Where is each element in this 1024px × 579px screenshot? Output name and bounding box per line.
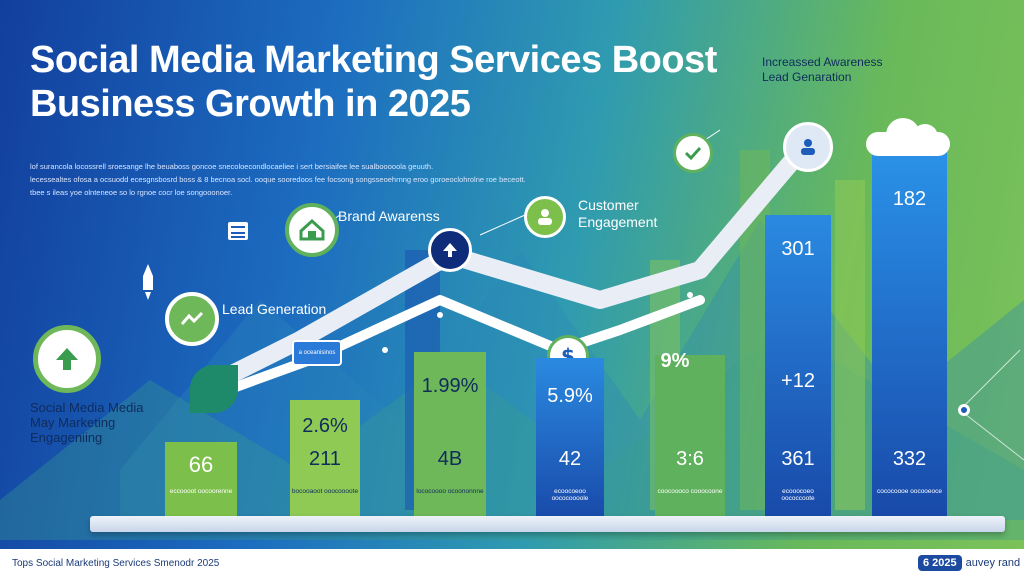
- cloud-icon: [866, 118, 950, 156]
- leaf-icon: [190, 365, 238, 413]
- callout-lead-generation: Lead Generation: [222, 301, 327, 317]
- bar-caption-3: lococoooo ocoononnne: [416, 488, 484, 495]
- callout-lead-generation-top: Lead Genaration: [762, 70, 852, 84]
- home-icon: [285, 203, 339, 257]
- bar-value-2: 211: [309, 448, 341, 470]
- growth-arrow-icon: [33, 325, 101, 393]
- check-icon: [673, 133, 713, 173]
- subtext-line-2: lecessealtes ofosa a ocsuodd ecesgnsbosr…: [30, 175, 526, 184]
- bar-caption-2: bocooaoot ooocoooote: [291, 488, 359, 495]
- bar-caption-1: eccoooot oocoorenne: [169, 488, 233, 495]
- bar-caption-5: coocoooco cooocoone: [657, 488, 723, 495]
- pill-tag: a oceanisinos: [292, 340, 342, 366]
- user-icon: [524, 196, 566, 238]
- callout-left-label: Social Media Media May Marketing Engagen…: [30, 400, 144, 445]
- footer-bar: [0, 549, 1024, 579]
- footer-right-text: auvey rand: [965, 557, 1021, 569]
- mid-bar-1: [165, 442, 237, 525]
- callout-customer-engagement: Customer Engagement: [578, 197, 658, 230]
- subtext-line-1: lof surancola locossrell sroesange lhe b…: [30, 162, 434, 171]
- bar-value-1: 66: [188, 452, 214, 477]
- list-icon: [228, 222, 248, 240]
- pct-label-3: 5.9%: [547, 385, 593, 407]
- bar6-mid-label: +12: [781, 370, 815, 392]
- bar-value-6: 361: [781, 448, 815, 470]
- profile-icon: [783, 122, 833, 172]
- tall-bar-6: [765, 215, 831, 525]
- bar-caption-4: ecoocoeoo oococoooole: [551, 488, 589, 502]
- arrow-up-icon: [428, 228, 472, 272]
- bar-value-4: 42: [558, 448, 582, 470]
- mid-bar-3: [414, 352, 486, 525]
- bar-value-3: 4B: [437, 448, 463, 470]
- tall-bar-7: [872, 150, 947, 525]
- rocket-icon: [143, 264, 153, 300]
- footer-badge: 6 2025: [918, 555, 962, 571]
- bar-value-7: 332: [892, 448, 927, 470]
- footer-right: 6 2025 auvey rand: [918, 555, 1020, 571]
- base-platform: [90, 516, 1005, 532]
- callout-increased-awareness: Increassed Awareness: [762, 55, 883, 69]
- network-lines: [958, 349, 1024, 461]
- mid-bar-2: [290, 400, 360, 525]
- mid-bar-4: [536, 358, 604, 525]
- bar-caption-7: cococoooe oocooeoce: [876, 488, 943, 495]
- page-title: Social Media Marketing Services Boost Bu…: [30, 39, 717, 125]
- bar-value-5: 3:6: [676, 448, 704, 470]
- bar7-top-label: 182: [892, 188, 927, 210]
- pct-label-1: 2.6%: [302, 415, 348, 437]
- bar-caption-6: ecooocoeo oococcoote: [781, 488, 815, 502]
- mid-bar-5: [655, 355, 725, 525]
- trend-icon: [165, 292, 219, 346]
- callout-brand-awareness: Brand Awarenss: [338, 208, 440, 224]
- subtext-line-3: tbee s ileas yoe olnteneoe so lo rgnoe c…: [30, 188, 233, 197]
- pct-label-4: 9%: [660, 350, 690, 372]
- bar6-top-label: 301: [781, 238, 815, 260]
- footer-left-text: Tops Social Marketing Services Smenodr 2…: [12, 558, 220, 569]
- pct-label-2: 1.99%: [421, 375, 479, 397]
